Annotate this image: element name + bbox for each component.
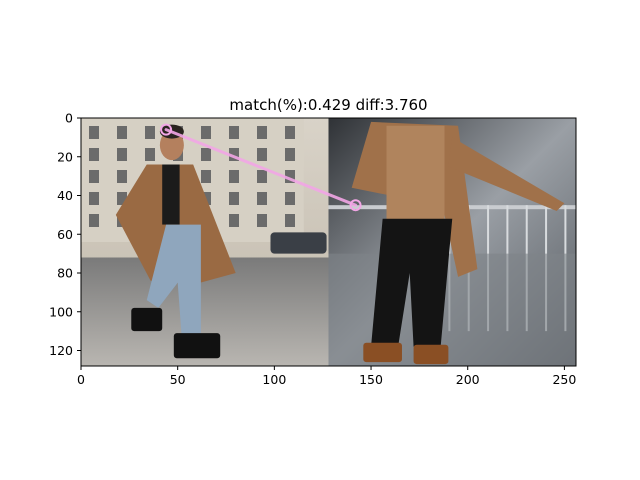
coat-sleeve xyxy=(448,137,565,211)
y-tick-label: 100 xyxy=(49,304,73,319)
building-window xyxy=(257,126,267,139)
building-window xyxy=(257,170,267,183)
head xyxy=(159,130,184,161)
building-window xyxy=(117,170,127,183)
right-boot xyxy=(413,344,449,365)
y-tick-label: 0 xyxy=(65,111,73,126)
x-tick-label: 0 xyxy=(77,372,85,387)
building-window xyxy=(145,148,155,161)
building-window xyxy=(257,214,267,227)
x-axis-ticks: 0 50 100 150 200 250 xyxy=(77,366,576,387)
building-window xyxy=(117,192,127,205)
left-boot xyxy=(363,342,402,363)
building-window xyxy=(229,214,239,227)
x-tick-label: 200 xyxy=(456,372,480,387)
building-window xyxy=(201,126,211,139)
axes-frame xyxy=(80,117,577,367)
building-window xyxy=(257,192,267,205)
x-tick-label: 150 xyxy=(359,372,383,387)
building-window xyxy=(285,192,295,205)
building-window xyxy=(229,126,239,139)
y-tick-label: 40 xyxy=(57,188,73,203)
blue-jeans xyxy=(146,224,201,335)
building-window xyxy=(201,148,211,161)
y-tick-label: 80 xyxy=(57,266,73,281)
left-boot xyxy=(173,333,221,359)
x-tick-label: 100 xyxy=(262,372,286,387)
building-window xyxy=(285,126,295,139)
building-window xyxy=(285,170,295,183)
right-photo xyxy=(328,118,576,366)
building-window xyxy=(229,192,239,205)
match-point-2 xyxy=(349,199,362,212)
building-window xyxy=(89,126,99,139)
parked-car xyxy=(270,232,327,254)
leaning-man xyxy=(351,121,565,365)
building-window xyxy=(285,148,295,161)
y-tick-label: 20 xyxy=(57,149,73,164)
building-window xyxy=(89,214,99,227)
chart-title: match(%):0.429 diff:3.760 xyxy=(229,96,427,114)
tan-sweater xyxy=(386,125,445,223)
building-window xyxy=(257,148,267,161)
match-segment xyxy=(164,128,358,207)
left-photo xyxy=(81,118,329,366)
x-tick-label: 50 xyxy=(170,372,186,387)
match-line xyxy=(160,123,362,212)
building-window xyxy=(285,214,295,227)
building-window xyxy=(201,170,211,183)
building-window xyxy=(89,148,99,161)
y-tick-label: 120 xyxy=(49,343,73,358)
building-window xyxy=(117,148,127,161)
black-sweater xyxy=(162,164,180,225)
y-axis-ticks: 0 20 40 60 80 100 120 xyxy=(49,111,81,358)
building-window xyxy=(229,170,239,183)
black-trousers xyxy=(371,218,453,347)
y-tick-label: 60 xyxy=(57,227,73,242)
x-tick-label: 250 xyxy=(552,372,576,387)
match-point-1 xyxy=(160,123,173,136)
building-window xyxy=(145,126,155,139)
walking-man xyxy=(115,124,236,359)
building-window xyxy=(89,170,99,183)
building-window xyxy=(229,148,239,161)
building-window xyxy=(117,126,127,139)
right-boot xyxy=(131,307,163,332)
building-window xyxy=(89,192,99,205)
